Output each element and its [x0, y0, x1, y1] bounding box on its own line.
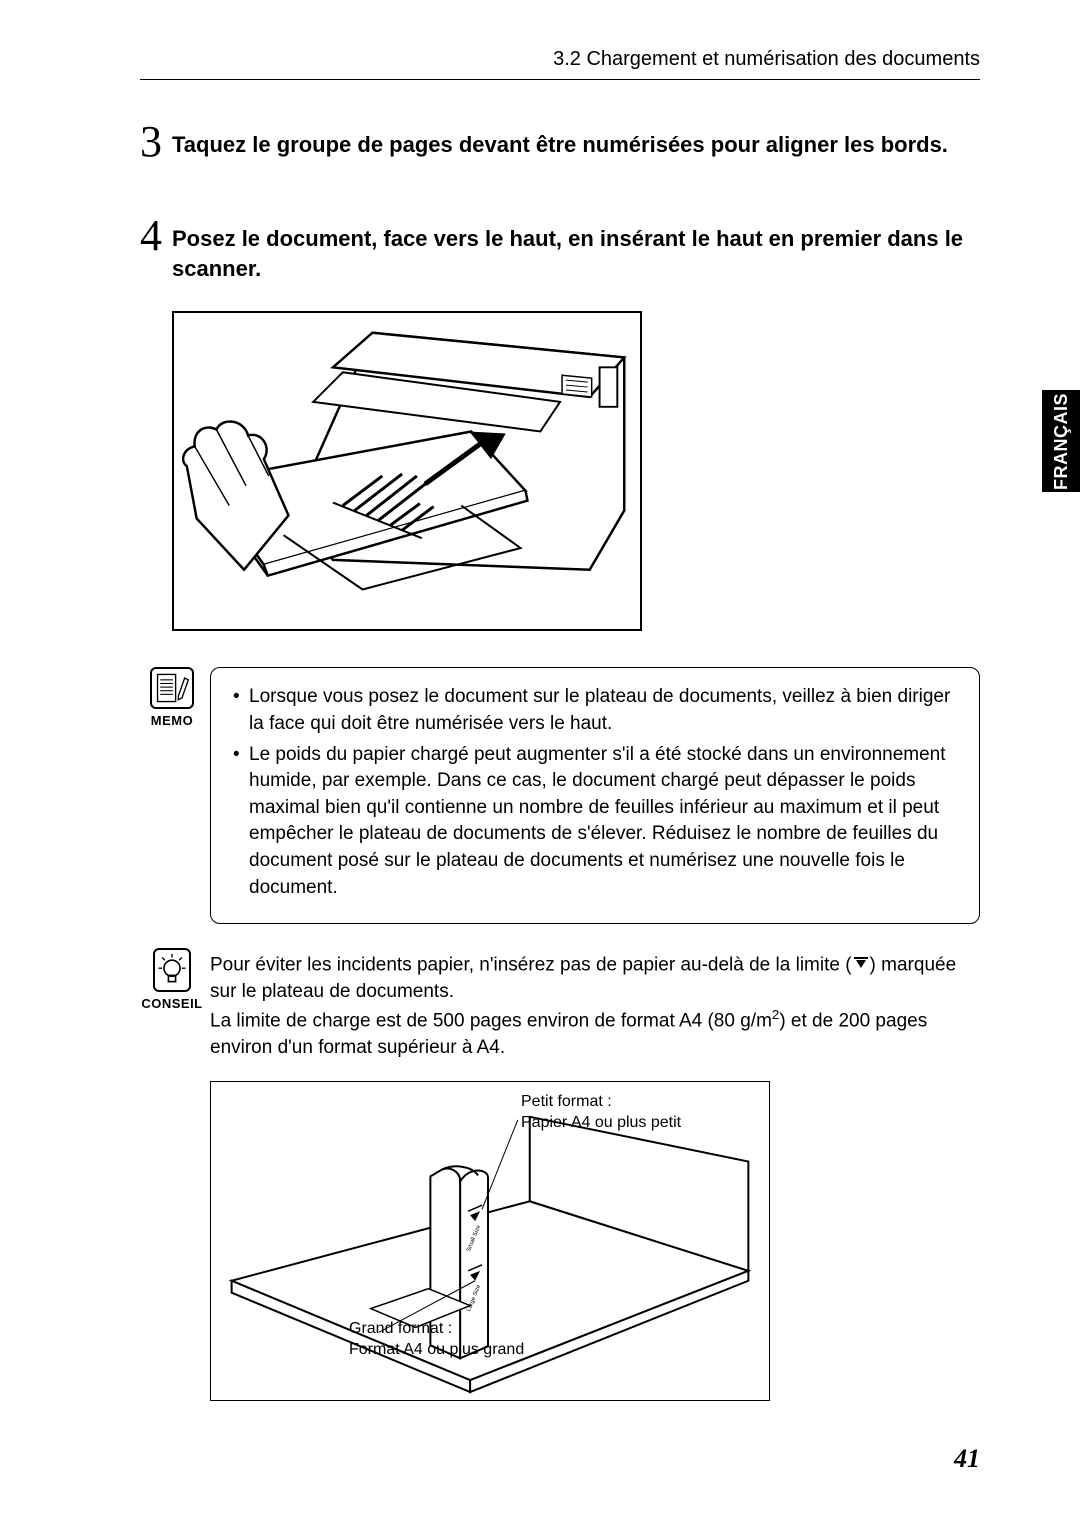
conseil-line2a: La limite de charge est de 500 pages env… — [210, 1010, 772, 1031]
petit-format-label: Petit format : Papier A4 ou plus petit — [521, 1092, 681, 1134]
conseil-label: CONSEIL — [140, 996, 204, 1011]
page-number: 41 — [954, 1444, 980, 1474]
step-number: 4 — [140, 214, 162, 258]
conseil-content: Pour éviter les incidents papier, n'insé… — [210, 948, 980, 1401]
memo-label: MEMO — [140, 713, 204, 728]
lightbulb-icon — [153, 948, 191, 992]
step-number: 3 — [140, 120, 162, 164]
memo-icon — [150, 667, 194, 709]
memo-item: Lorsque vous posez le document sur le pl… — [233, 684, 957, 737]
grand-format-label: Grand format : Format A4 ou plus grand — [349, 1319, 524, 1361]
illustration-tray-limits: Small Size Large Size Petit format — [210, 1081, 770, 1401]
memo-block: MEMO Lorsque vous posez le document sur … — [140, 667, 980, 924]
memo-item: Le poids du papier chargé peut augmenter… — [233, 742, 957, 902]
conseil-block: CONSEIL Pour éviter les incidents papier… — [140, 948, 980, 1401]
section-title: 3.2 Chargement et numérisation des docum… — [553, 48, 980, 71]
step-4: 4 Posez le document, face vers le haut, … — [140, 214, 980, 283]
illustration-scanner-loading — [172, 311, 642, 631]
page-header: 3.2 Chargement et numérisation des docum… — [140, 36, 980, 80]
step-text: Posez le document, face vers le haut, en… — [172, 214, 980, 283]
language-tab: FRANÇAIS — [1042, 390, 1080, 492]
step-3: 3 Taquez le groupe de pages devant être … — [140, 120, 980, 164]
limit-mark-icon — [852, 952, 870, 979]
memo-content: Lorsque vous posez le document sur le pl… — [210, 667, 980, 924]
conseil-line1a: Pour éviter les incidents papier, n'insé… — [210, 954, 852, 975]
step-text: Taquez le groupe de pages devant être nu… — [172, 120, 948, 160]
